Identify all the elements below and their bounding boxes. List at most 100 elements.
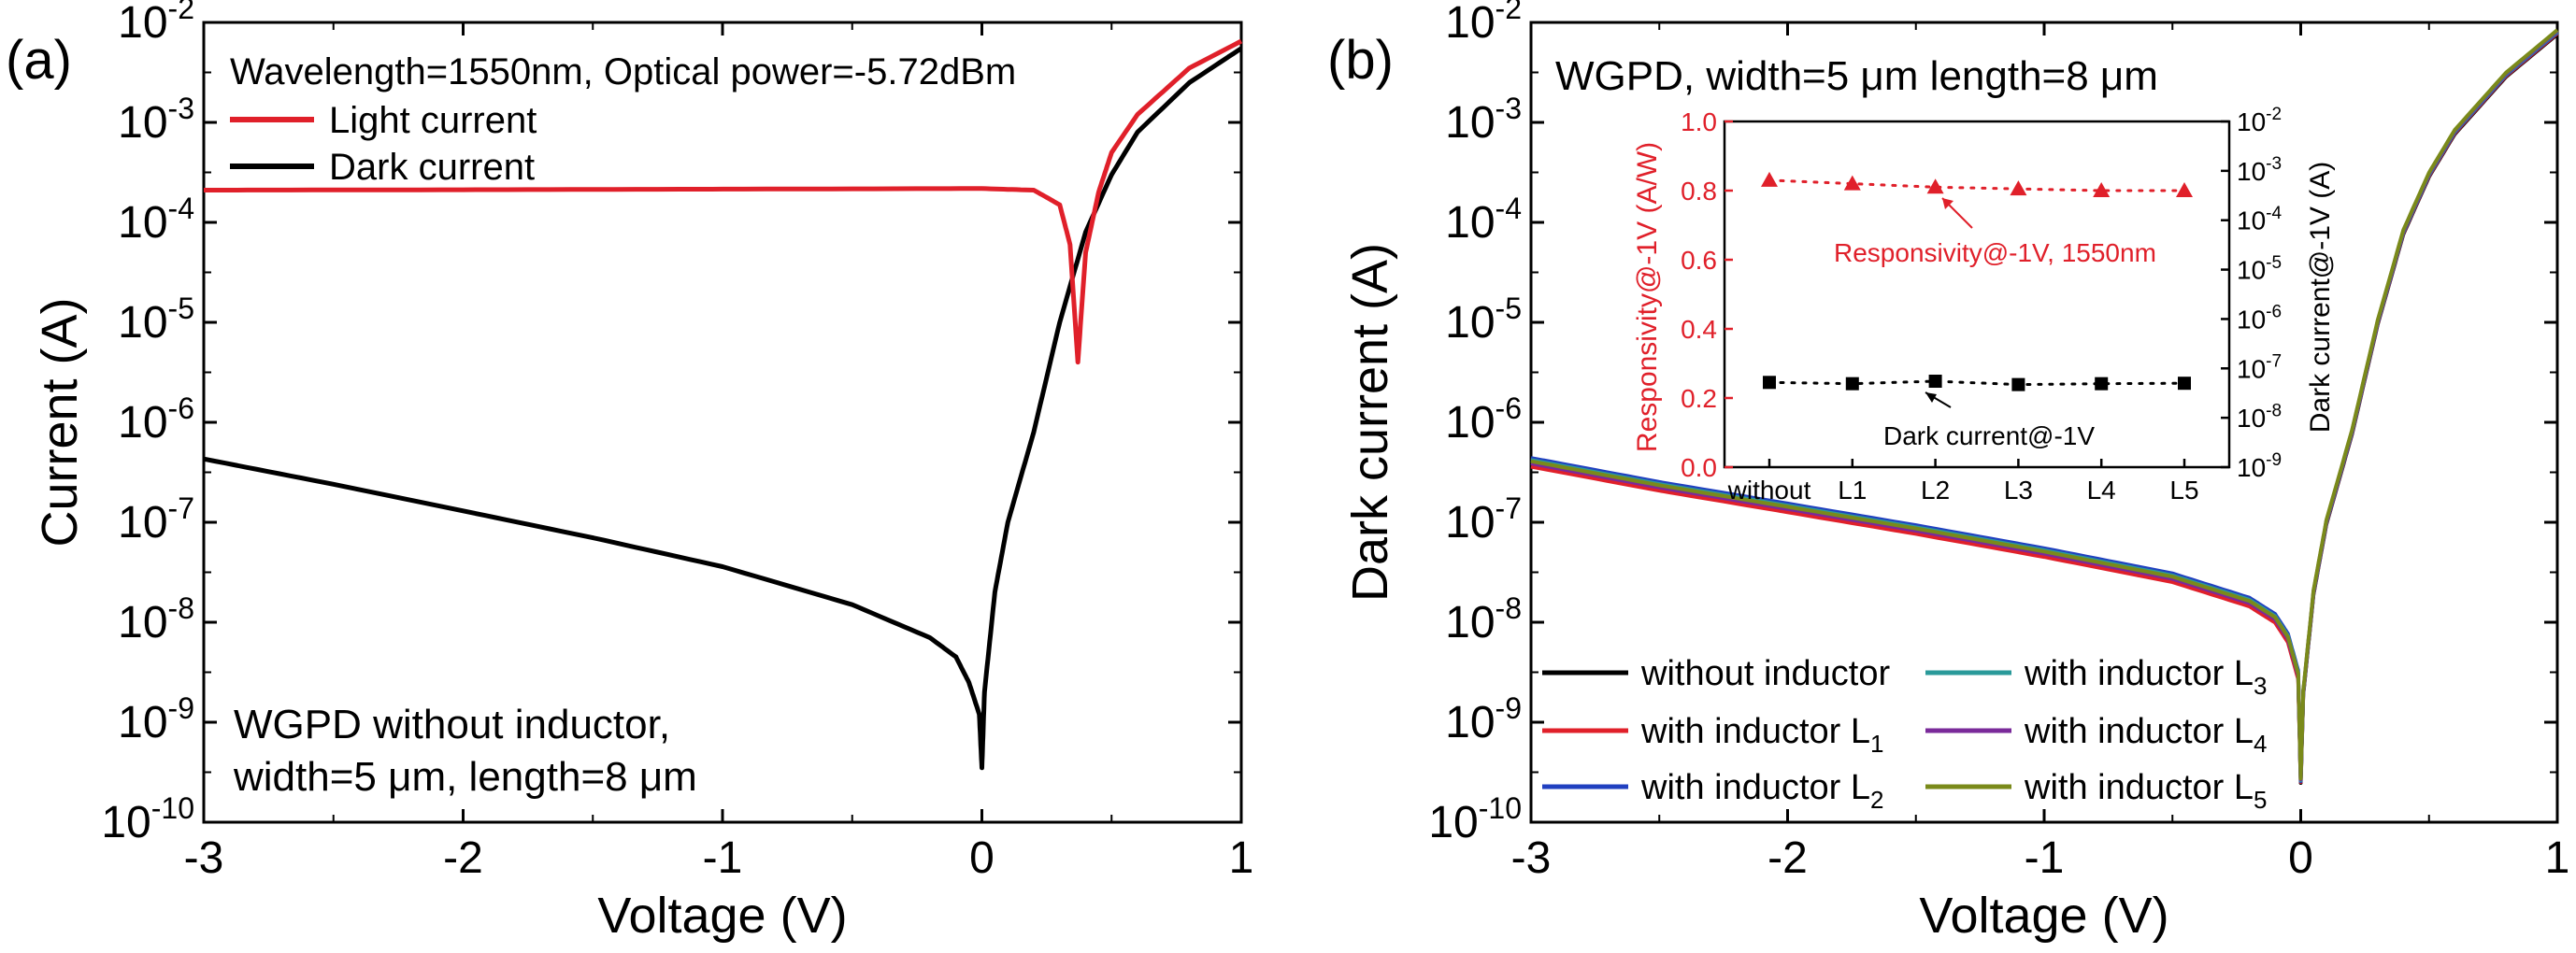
inset-plot-frame bbox=[1723, 120, 2231, 469]
inset-responsivity-line bbox=[1767, 178, 2186, 192]
inset-dark-current-point bbox=[1845, 377, 1859, 391]
y-tick-label: 10-10 bbox=[101, 791, 194, 847]
inset-responsivity-point bbox=[2093, 182, 2111, 197]
inset-x-tick-labels: without L1 L2 L3 L4 L5 bbox=[1727, 476, 2199, 505]
legend-label: without inductor bbox=[1640, 654, 1890, 693]
y-tick-label: 10-9 bbox=[118, 691, 194, 747]
x-tick-label: -2 bbox=[1767, 833, 1808, 883]
y-tick-label: 10-8 bbox=[1445, 591, 1522, 647]
x-tick-label: 1 bbox=[2545, 833, 2570, 883]
panel-a-x-tick-labels: -3 -2 -1 0 1 bbox=[184, 833, 1254, 883]
x-tick-label: -1 bbox=[703, 833, 743, 883]
inset-right-tick-label: 10-5 bbox=[2237, 253, 2282, 285]
panel-a-device-note-line1: WGPD without inductor, bbox=[234, 702, 670, 747]
panel-a-x-axis-title: Voltage (V) bbox=[597, 888, 847, 944]
inset-left-tick-label: 0.6 bbox=[1681, 246, 1717, 275]
legend-label: with inductor L2 bbox=[1640, 768, 1883, 814]
inset-x-tick-label: L5 bbox=[2169, 476, 2198, 505]
x-tick-label: 0 bbox=[969, 833, 995, 883]
y-tick-label: 10-3 bbox=[1445, 92, 1522, 148]
legend-label: with inductor L4 bbox=[2024, 712, 2267, 758]
inset-series bbox=[1761, 171, 2193, 391]
x-tick-label: -1 bbox=[2025, 833, 2065, 883]
inset-right-tick-label: 10-2 bbox=[2237, 105, 2282, 136]
inset-left-tick-label: 0.0 bbox=[1681, 453, 1717, 482]
y-tick-label: 10-3 bbox=[118, 92, 194, 148]
panel-b-label: (b) bbox=[1327, 30, 1394, 91]
inset-x-tick-label: L3 bbox=[2004, 476, 2033, 505]
inset-responsivity-label: Responsivity@-1V, 1550nm bbox=[1834, 238, 2156, 267]
inset-x-tick-label: without bbox=[1727, 476, 1811, 505]
legend-label-dark-current: Dark current bbox=[329, 147, 535, 188]
inset-responsivity-point bbox=[1761, 171, 1778, 187]
y-tick-label: 10-5 bbox=[118, 292, 194, 348]
panel-a-series-lines bbox=[203, 38, 1243, 771]
panel-a-axis-ticks bbox=[202, 21, 1243, 824]
x-tick-label: -3 bbox=[184, 833, 224, 883]
inset-dark-current-label: Dark current@-1V bbox=[1883, 421, 2095, 450]
panel-b: (b) 10-1010-910-810-710-610-510-410-310-… bbox=[1327, 0, 2569, 944]
inset-left-tick-labels: 0.0 0.2 0.4 0.6 0.8 1.0 bbox=[1681, 107, 1717, 482]
inset-right-tick-label: 10-6 bbox=[2237, 303, 2282, 334]
panel-b-axis-ticks bbox=[1529, 21, 2559, 824]
legend-label-light-current: Light current bbox=[329, 100, 537, 141]
panel-a-y-tick-labels: 10-10 10-9 10-8 10-7 10-6 10-5 10-4 10-3 10-2 bbox=[101, 0, 194, 847]
inset-right-tick-label: 10-9 bbox=[2237, 450, 2282, 482]
inset-left-tick-label: 0.2 bbox=[1681, 384, 1717, 413]
legend-label: with inductor L3 bbox=[2024, 654, 2267, 700]
panel-a-annotation-conditions: Wavelength=1550nm, Optical power=-5.72dB… bbox=[230, 51, 1016, 92]
inset-left-axis-title: Responsivity@-1V (A/W) bbox=[1632, 142, 1663, 452]
inset-responsivity-point bbox=[2010, 180, 2027, 196]
inset-right-tick-label: 10-4 bbox=[2237, 204, 2282, 235]
y-tick-label: 10-2 bbox=[1445, 0, 1522, 48]
panel-b-legend: without inductor with inductor L1 with ind… bbox=[1542, 654, 2267, 814]
panel-a: (a) 10-1010-910-810-710-610-510-410-310-… bbox=[6, 0, 1253, 944]
inset-right-tick-labels: 10-9 10-8 10-7 10-6 10-5 10-4 10-3 10-2 bbox=[2237, 105, 2282, 482]
x-tick-label: -2 bbox=[443, 833, 483, 883]
y-tick-label: 10-4 bbox=[118, 192, 194, 248]
inset-left-tick-label: 1.0 bbox=[1681, 107, 1717, 136]
panel-b-y-axis-title: Dark current (A) bbox=[1342, 243, 1398, 602]
y-tick-label: 10-6 bbox=[1445, 391, 1522, 448]
inset-dark-current-point bbox=[2095, 377, 2109, 391]
inset-right-tick-label: 10-8 bbox=[2237, 401, 2282, 433]
y-tick-label: 10-8 bbox=[118, 591, 194, 647]
x-tick-label: -3 bbox=[1511, 833, 1552, 883]
inset-x-tick-label: L1 bbox=[1838, 476, 1867, 505]
x-tick-label: 1 bbox=[1229, 833, 1254, 883]
y-tick-label: 10-4 bbox=[1445, 192, 1522, 248]
inset-right-axis-title: Dark current@-1V (A) bbox=[2305, 162, 2336, 434]
inset-axis-ticks bbox=[1724, 120, 2229, 469]
panel-b-x-axis-title: Voltage (V) bbox=[1919, 888, 2168, 944]
inset-dark-current-point bbox=[2011, 377, 2025, 391]
panel-b-x-tick-labels: -3 -2 -1 0 1 bbox=[1511, 833, 2570, 883]
inset-dark-current-point bbox=[2178, 377, 2191, 391]
y-tick-label: 10-2 bbox=[118, 0, 194, 48]
inset-responsivity-point bbox=[2176, 182, 2193, 197]
inset-right-tick-label: 10-7 bbox=[2237, 352, 2282, 384]
y-tick-label: 10-7 bbox=[1445, 491, 1522, 548]
light-current-line bbox=[204, 38, 1243, 365]
panel-a-label: (a) bbox=[6, 30, 72, 91]
panel-a-legend: Light current Dark current bbox=[230, 100, 537, 188]
inset-dark-current-line bbox=[1767, 379, 2186, 387]
y-tick-label: 10-6 bbox=[118, 391, 194, 448]
inset-x-tick-label: L2 bbox=[1921, 476, 1950, 505]
panel-a-y-axis-title: Current (A) bbox=[32, 297, 88, 547]
inset-responsivity-point bbox=[1926, 178, 1944, 194]
panel-a-device-note-line2: width=5 μm, length=8 μm bbox=[233, 754, 697, 800]
inset-right-tick-label: 10-3 bbox=[2237, 154, 2282, 186]
legend-label: with inductor L1 bbox=[1640, 712, 1883, 758]
panel-b-annotation-device: WGPD, width=5 μm length=8 μm bbox=[1555, 53, 2158, 99]
inset-x-tick-label: L4 bbox=[2087, 476, 2116, 505]
inset-left-tick-label: 0.4 bbox=[1681, 315, 1717, 344]
y-tick-label: 10-9 bbox=[1445, 691, 1522, 747]
panel-b-series-lines bbox=[1530, 28, 2559, 785]
legend-label: with inductor L5 bbox=[2024, 768, 2267, 814]
inset-responsivity-point bbox=[1843, 175, 1861, 191]
dark-current-line bbox=[203, 46, 1243, 771]
panel-b-inset-chart: 0.00.20.40.60.81.0 10-910-810-710-610-51… bbox=[1632, 105, 2336, 505]
inset-dark-current-point bbox=[1928, 375, 1942, 389]
panel-b-y-tick-labels: 10-10 10-9 10-8 10-7 10-6 10-5 10-4 10-3 10-2 bbox=[1428, 0, 1522, 847]
